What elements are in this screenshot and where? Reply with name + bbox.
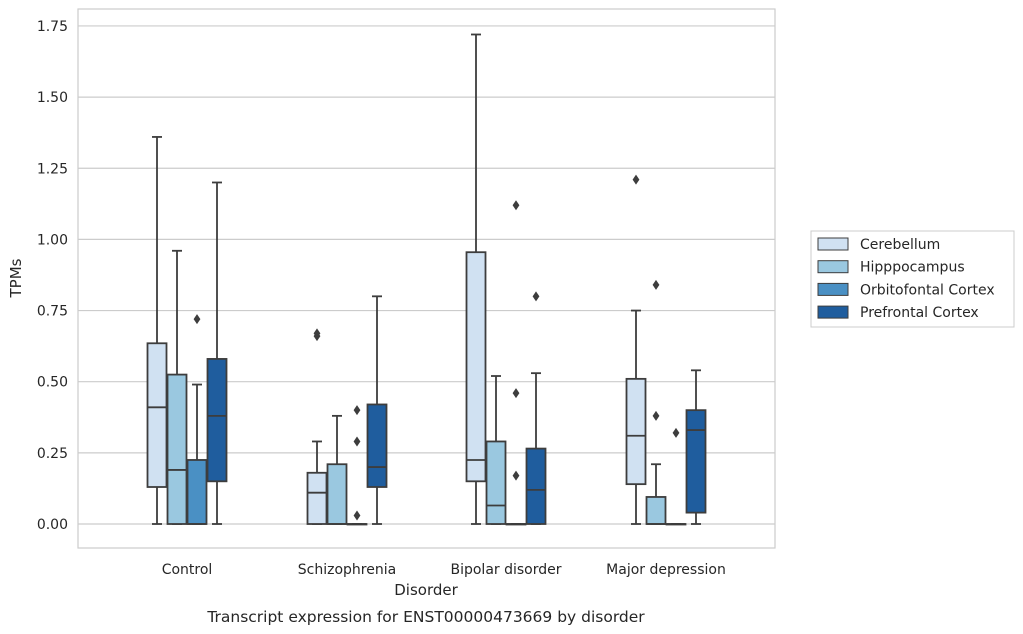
y-tick-label: 1.75 [37, 19, 68, 35]
outlier-point [512, 470, 520, 481]
x-axis-label: Disorder [394, 581, 458, 599]
outlier-point [652, 410, 660, 421]
legend-swatch [817, 260, 849, 274]
box-orbitofontal-cortex [665, 427, 687, 526]
outlier-point [672, 427, 680, 438]
y-tick-labels: 0.00 0.25 0.50 0.75 1.00 1.25 1.50 1.75 [37, 19, 68, 533]
box-cerebellum [306, 328, 328, 525]
iqr-box [146, 342, 168, 488]
iqr-box [485, 440, 507, 525]
legend: Cerebellum Hipppocampus Orbitofontal Corte… [810, 230, 1015, 328]
y-tick-label: 0.50 [37, 375, 68, 391]
y-tick-label: 1.00 [37, 232, 68, 248]
y-tick-label: 1.50 [37, 90, 68, 106]
outlier-point [313, 328, 321, 339]
x-tick-labels: Control Schizophrenia Bipolar disorder Majo… [162, 562, 726, 578]
y-tick-label: 0.00 [37, 517, 68, 533]
iqr-box [206, 358, 228, 483]
iqr-box [326, 463, 348, 525]
legend-label: Orbitofontal Cortex [860, 282, 995, 298]
legend-swatch [817, 305, 849, 319]
legend-swatch [817, 237, 849, 251]
iqr-box [625, 377, 647, 486]
box-orbitofontal-cortex [186, 314, 208, 525]
y-tick-label: 0.25 [37, 446, 68, 462]
legend-swatch [817, 282, 849, 296]
x-tick-label: Major depression [606, 562, 726, 578]
outlier-point [193, 314, 201, 325]
y-axis-label: TPMs [7, 258, 25, 298]
iqr-box [366, 403, 388, 488]
box-orbitofontal-cortex [505, 200, 527, 526]
outlier-point [512, 200, 520, 211]
box-prefrontal-cortex [206, 181, 228, 525]
outlier-point [532, 291, 540, 302]
box-cerebellum [465, 33, 487, 525]
box-prefrontal-cortex [685, 369, 707, 525]
outlier-point [353, 405, 361, 416]
box-hipppocampus [166, 249, 188, 525]
legend-label: Cerebellum [860, 237, 940, 253]
box-hipppocampus [645, 279, 667, 525]
x-tick-label: Schizophrenia [298, 562, 396, 578]
outlier-point [652, 279, 660, 290]
box-prefrontal-cortex [366, 295, 388, 525]
iqr-box [306, 471, 328, 525]
box-hipppocampus [485, 375, 507, 525]
outlier-point [353, 436, 361, 447]
box-prefrontal-cortex [525, 291, 547, 525]
box-cerebellum [146, 136, 168, 525]
chart-caption: Transcript expression for ENST0000047366… [206, 608, 645, 626]
legend-label: Hipppocampus [860, 260, 965, 276]
box-plots [146, 33, 707, 526]
iqr-box [465, 251, 487, 483]
iqr-box [645, 496, 667, 525]
iqr-box [685, 409, 707, 514]
outlier-point [512, 388, 520, 399]
legend-label: Prefrontal Cortex [860, 305, 979, 321]
x-tick-label: Control [162, 562, 213, 578]
outlier-point [353, 510, 361, 521]
y-tick-label: 0.75 [37, 304, 68, 320]
iqr-box [186, 459, 208, 525]
x-tick-label: Bipolar disorder [450, 562, 561, 578]
outlier-point [632, 174, 640, 185]
box-cerebellum [625, 174, 647, 525]
plot-frame [77, 8, 776, 549]
y-gridlines [78, 25, 775, 525]
iqr-box [166, 373, 188, 525]
box-orbitofontal-cortex [346, 405, 368, 526]
iqr-box [525, 447, 547, 525]
y-tick-label: 1.25 [37, 161, 68, 177]
box-hipppocampus [326, 414, 348, 525]
